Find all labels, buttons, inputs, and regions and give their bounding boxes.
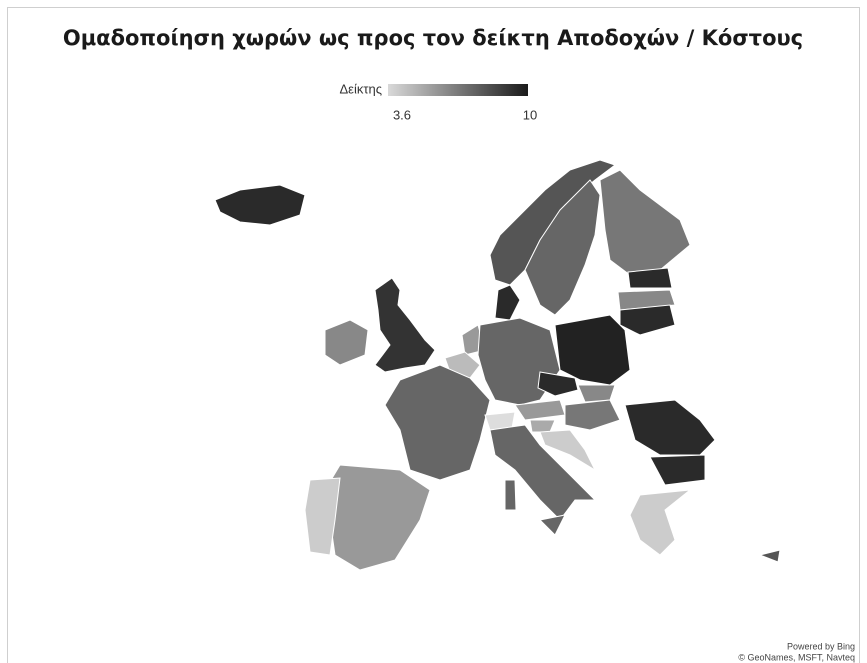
attribution: © GeoNames, MSFT, Navteq (738, 652, 855, 662)
country (530, 420, 555, 432)
attribution: Powered by Bing (787, 641, 855, 651)
frame (8, 8, 860, 663)
country (578, 385, 615, 402)
legend-label: Δείκτης (340, 81, 383, 96)
legend-min: 3.6 (393, 107, 411, 122)
country (628, 268, 672, 288)
page: Ομαδοποίηση χωρών ως προς τον δείκτη Απο… (0, 0, 867, 663)
legend-max: 10 (523, 107, 537, 122)
map-title: Ομαδοποίηση χωρών ως προς τον δείκτη Απο… (63, 26, 803, 50)
legend-gradient (388, 84, 528, 96)
map-chart: Ομαδοποίηση χωρών ως προς τον δείκτη Απο… (0, 0, 867, 663)
country (505, 480, 516, 510)
